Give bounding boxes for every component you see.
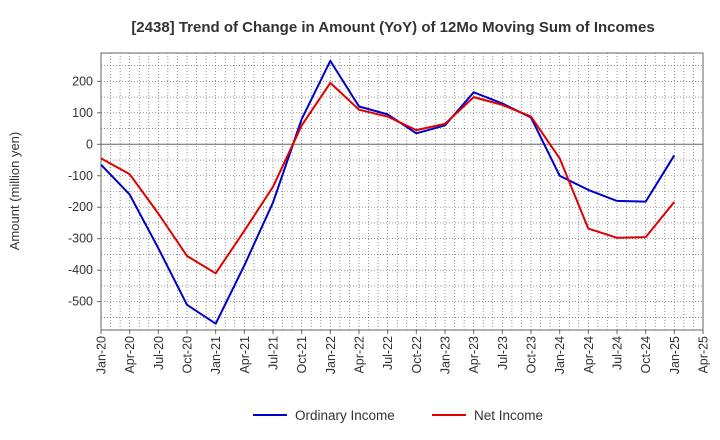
y-axis-label: Amount (million yen) — [7, 132, 22, 251]
y-tick-label: -500 — [68, 295, 93, 309]
y-tick-label: -200 — [68, 200, 93, 214]
x-tick-label: Apr-21 — [238, 336, 252, 374]
x-tick-label: Apr-20 — [123, 336, 137, 374]
plot-area: 200 100 0 -100 -200 -300 -400 -500 Jan-20 Apr-20 J… — [68, 52, 711, 374]
x-tick-label: Jul-21 — [267, 336, 281, 370]
x-tick-label: Oct-20 — [181, 336, 195, 374]
legend-label-1: Net Income — [474, 408, 543, 423]
x-tick-label: Jan-22 — [324, 336, 338, 374]
x-tick-label: Oct-24 — [639, 336, 653, 374]
y-tick-label: -300 — [68, 232, 93, 246]
y-tick-label: -400 — [68, 263, 93, 277]
y-tick-label: 200 — [72, 74, 93, 88]
x-tick-label: Jan-24 — [553, 336, 567, 374]
legend-label-0: Ordinary Income — [295, 408, 395, 423]
series-line-0 — [100, 59, 676, 325]
x-tick-label: Apr-24 — [582, 336, 596, 374]
y-tick-label: 0 — [86, 137, 93, 151]
x-tick-label: Apr-22 — [353, 336, 367, 374]
x-tick-label: Oct-22 — [410, 336, 424, 374]
x-tick-label: Jul-20 — [152, 336, 166, 370]
x-tick-label: Jul-22 — [381, 336, 395, 370]
x-tick-label: Apr-23 — [467, 336, 481, 374]
y-tick-label: 100 — [72, 106, 93, 120]
x-tick-label: Jan-21 — [209, 336, 223, 374]
chart-title: [2438] Trend of Change in Amount (YoY) o… — [131, 19, 654, 36]
x-tick-label: Jan-25 — [668, 336, 682, 374]
x-tick-label: Oct-23 — [525, 336, 539, 374]
x-tick-label: Apr-25 — [697, 336, 711, 374]
y-tick-label: -100 — [68, 169, 93, 183]
legend: Ordinary Income Net Income — [253, 408, 543, 423]
x-tick-label: Jan-20 — [95, 336, 109, 374]
series-line-1 — [100, 81, 676, 275]
x-tick-label: Jan-23 — [439, 336, 453, 374]
plot-frame — [100, 52, 704, 331]
x-tick-label: Jul-23 — [496, 336, 510, 370]
x-tick-label: Oct-21 — [295, 336, 309, 374]
x-tick-label: Jul-24 — [611, 336, 625, 370]
